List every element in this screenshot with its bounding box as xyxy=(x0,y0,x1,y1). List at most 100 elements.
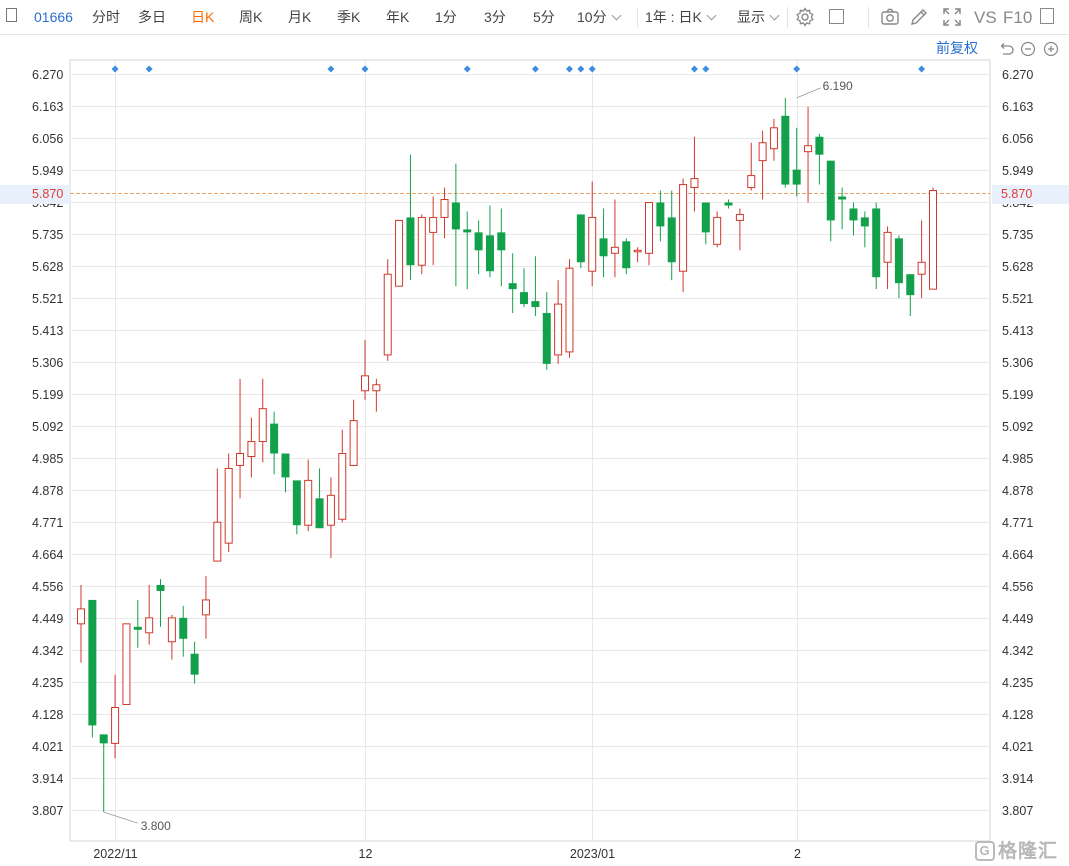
y-tick-label-left: 4.664 xyxy=(32,548,63,562)
y-tick-label-left: 5.628 xyxy=(32,260,63,274)
event-marker-icon xyxy=(361,65,369,73)
chart-style-select[interactable] xyxy=(827,8,861,28)
tab-5min[interactable]: 5分 xyxy=(533,9,555,25)
candle-body-down xyxy=(576,214,585,263)
tab-week-k[interactable]: 周K xyxy=(239,9,263,25)
low-annotation-label: 3.800 xyxy=(141,819,171,833)
y-tick-label-left: 5.735 xyxy=(32,228,63,242)
candle xyxy=(826,160,835,242)
settings-gear-icon[interactable] xyxy=(794,6,816,28)
candle xyxy=(656,190,665,242)
candle xyxy=(713,211,722,248)
candle-body-down xyxy=(485,235,494,272)
candle xyxy=(201,576,210,639)
tab-year-k[interactable]: 年K xyxy=(386,9,410,25)
y-tick-label-right: 4.449 xyxy=(1002,612,1033,626)
tab-quarter-k[interactable]: 季K xyxy=(337,9,361,25)
y-tick-label-left: 4.449 xyxy=(32,612,63,626)
candle-body-down xyxy=(99,734,108,744)
reset-icon[interactable] xyxy=(998,41,1014,57)
candle xyxy=(724,199,733,209)
adjust-mode-select[interactable]: 前复权 xyxy=(936,40,978,56)
tab-day-k[interactable]: 日K xyxy=(191,9,215,25)
y-tick-label-left: 4.878 xyxy=(32,484,63,498)
candle-body-up xyxy=(213,521,222,562)
candle xyxy=(622,238,631,275)
candle xyxy=(315,468,324,529)
tab-3min[interactable]: 3分 xyxy=(484,9,506,25)
candle xyxy=(417,214,426,275)
tab-10min[interactable]: 10分 xyxy=(577,0,622,35)
candle-body-up xyxy=(417,216,426,266)
tab-month-k[interactable]: 月K xyxy=(288,9,312,25)
candle xyxy=(769,118,778,161)
candle-body-up xyxy=(372,384,381,392)
candle-body-up xyxy=(77,608,85,625)
y-tick-label-right: 5.949 xyxy=(1002,164,1033,178)
candle-body-up xyxy=(917,261,926,275)
event-marker-icon xyxy=(531,65,539,73)
candle-body-down xyxy=(88,599,97,726)
candle xyxy=(270,411,279,475)
y-tick-label-right: 6.056 xyxy=(1002,132,1033,146)
tab-duori[interactable]: 多日 xyxy=(138,9,166,25)
vs-compare-button[interactable]: VS xyxy=(974,8,997,27)
candle-body-up xyxy=(122,623,131,706)
y-tick-label-right: 4.771 xyxy=(1002,516,1033,530)
pencil-draw-icon[interactable] xyxy=(908,6,930,28)
y-tick-label-left: 6.056 xyxy=(32,132,63,146)
candle xyxy=(508,253,517,314)
candle xyxy=(406,154,415,281)
candle xyxy=(497,208,506,287)
candle xyxy=(906,274,915,317)
stock-code: 01666 xyxy=(34,9,73,25)
y-tick-label-right: 4.021 xyxy=(1002,740,1033,754)
candle xyxy=(338,429,347,523)
display-menu-label: 显示 xyxy=(737,9,765,25)
watermark-logo: G 格隆汇 xyxy=(975,836,1058,863)
y-tick-label-left: 4.021 xyxy=(32,740,63,754)
display-menu[interactable]: 显示 xyxy=(737,0,780,35)
candle-body-down xyxy=(497,232,506,251)
range-select-value: 1年 : 日K xyxy=(645,9,702,25)
fullscreen-icon[interactable] xyxy=(941,6,963,28)
candle-body-up xyxy=(383,273,392,356)
candle xyxy=(326,477,335,559)
candle xyxy=(633,247,642,263)
candle xyxy=(361,339,369,400)
candle xyxy=(576,214,585,269)
candle xyxy=(667,190,676,281)
tab-1min[interactable]: 1分 xyxy=(435,9,457,25)
candle-body-down xyxy=(792,169,801,185)
event-marker-icon xyxy=(793,65,801,73)
divider xyxy=(787,7,788,28)
f10-button[interactable]: F10 xyxy=(1003,8,1033,27)
sidebar-toggle-icon[interactable] xyxy=(6,8,17,22)
candle xyxy=(167,614,176,660)
candle-body-up xyxy=(633,249,642,253)
candle xyxy=(531,256,540,317)
candle-body-down xyxy=(701,202,710,233)
y-tick-label-right: 4.342 xyxy=(1002,644,1033,658)
candle xyxy=(781,97,790,188)
candle xyxy=(88,599,97,738)
panel-toggle-icon[interactable] xyxy=(1040,8,1054,24)
candle-body-up xyxy=(395,219,404,287)
y-tick-label-right: 5.199 xyxy=(1002,388,1033,402)
candle xyxy=(122,623,131,706)
tab-fenshi[interactable]: 分时 xyxy=(92,9,120,25)
candle xyxy=(735,208,744,251)
candle-body-up xyxy=(258,408,267,443)
range-select[interactable]: 1年 : 日K xyxy=(645,0,717,35)
zoom-in-icon[interactable] xyxy=(1043,41,1059,57)
event-marker-icon xyxy=(111,65,119,73)
candle-body-up xyxy=(929,190,937,290)
camera-icon[interactable] xyxy=(879,6,901,28)
y-tick-label-right: 6.163 xyxy=(1002,100,1033,114)
square-icon xyxy=(829,9,844,24)
candle-body-up xyxy=(588,216,597,272)
candle-body-down xyxy=(860,217,869,227)
zoom-out-icon[interactable] xyxy=(1020,41,1036,57)
y-tick-label-right: 4.985 xyxy=(1002,452,1033,466)
